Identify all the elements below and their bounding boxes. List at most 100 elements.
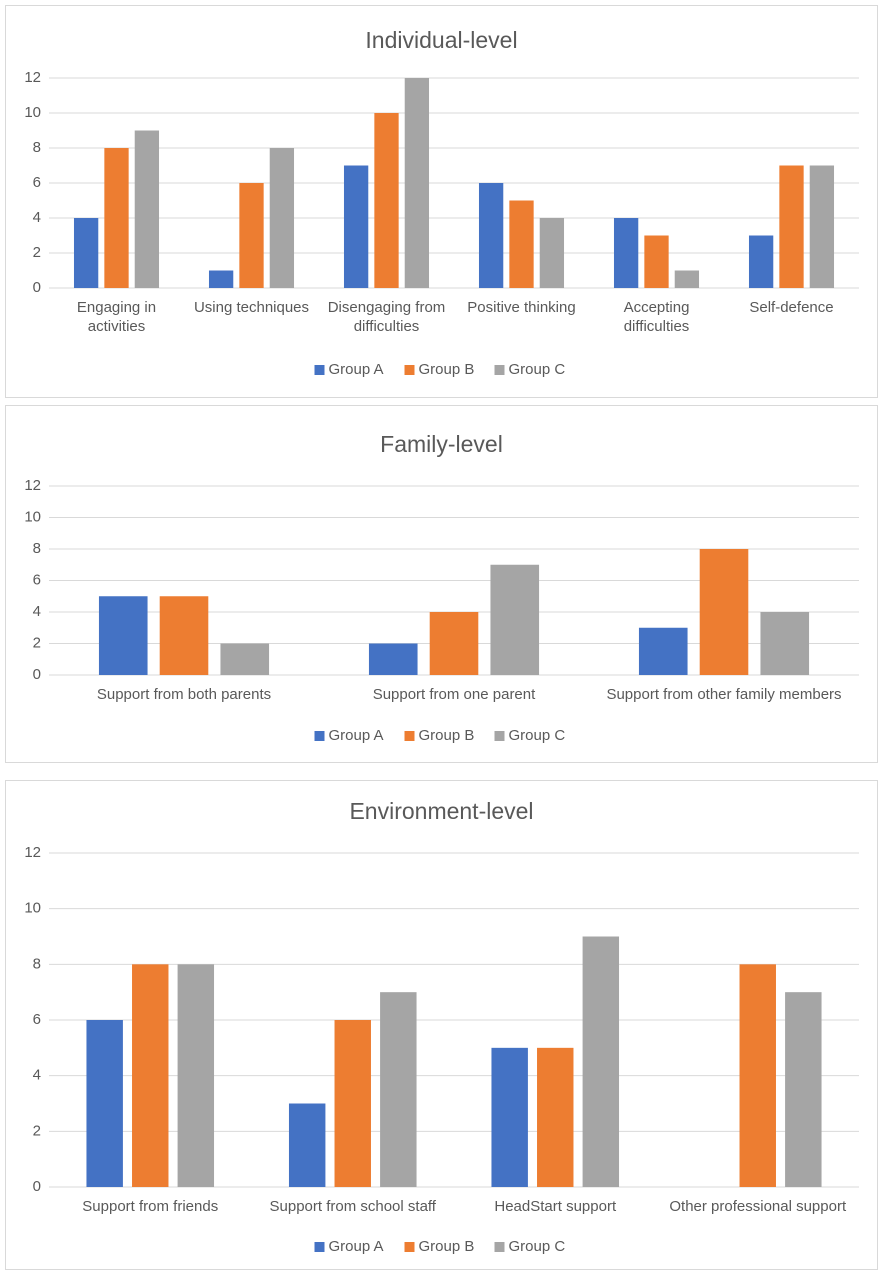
y-tick-label: 8	[33, 955, 41, 972]
legend-label: Group C	[509, 361, 566, 378]
y-tick-label: 2	[33, 634, 41, 651]
bar	[104, 148, 129, 288]
y-tick-label: 4	[33, 1067, 41, 1084]
bar	[269, 148, 295, 288]
bar	[582, 936, 620, 1187]
bar	[674, 270, 700, 288]
legend-label: Group A	[329, 727, 384, 744]
x-tick-label: Engaging in activities	[76, 299, 157, 335]
x-tick-label: Support from one parent	[372, 686, 536, 703]
y-tick-label: 6	[33, 571, 41, 588]
bar	[132, 964, 169, 1187]
y-tick-label: 12	[24, 844, 41, 861]
bar	[478, 183, 504, 288]
bar	[429, 612, 479, 675]
legend-swatch	[314, 1242, 325, 1252]
legend-swatch	[314, 365, 325, 375]
bar	[699, 549, 749, 675]
y-tick-label: 0	[33, 279, 41, 296]
bar	[490, 564, 540, 675]
bar	[491, 1047, 528, 1187]
y-tick-label: 0	[33, 666, 41, 683]
bar	[380, 992, 417, 1187]
legend-label: Group C	[509, 727, 566, 744]
legend-swatch	[494, 1242, 505, 1252]
legend-swatch	[404, 1242, 415, 1252]
x-tick-label: Support from friends	[82, 1198, 219, 1215]
bar	[334, 1020, 371, 1187]
bar	[220, 643, 270, 675]
bar	[779, 165, 804, 288]
bar	[739, 964, 776, 1187]
bar	[177, 964, 215, 1187]
bar	[374, 113, 399, 288]
x-tick-label: Disengaging from difficulties	[327, 299, 446, 335]
bar	[86, 1020, 123, 1187]
legend-label: Group C	[509, 1238, 566, 1255]
legend-label: Group A	[329, 361, 384, 378]
bar	[73, 218, 99, 288]
chart-panel: Individual-level 0 2 4 6 8 10 12 Group A Group B G…	[5, 5, 878, 398]
y-tick-label: 12	[24, 69, 41, 86]
legend-label: Group B	[419, 1238, 475, 1255]
bar	[537, 1047, 574, 1187]
y-tick-label: 2	[33, 1122, 41, 1139]
chart-title: Family-level	[380, 431, 503, 457]
y-tick-label: 12	[24, 477, 41, 494]
y-tick-label: 10	[24, 104, 41, 121]
y-tick-label: 2	[33, 244, 41, 261]
bar	[288, 1103, 326, 1187]
x-tick-label: Support from both parents	[96, 686, 272, 703]
bar	[134, 130, 160, 288]
legend-swatch	[404, 365, 415, 375]
bar	[98, 596, 148, 675]
bar	[368, 643, 418, 675]
bar	[760, 612, 810, 675]
bar	[239, 183, 264, 288]
legend-swatch	[404, 731, 415, 741]
legend-label: Group B	[419, 727, 475, 744]
legend-swatch	[314, 731, 325, 741]
bar	[509, 200, 534, 288]
bar	[208, 270, 234, 288]
chart: Family-level 0 2 4 6 8 10 12 Group A Group B Group…	[24, 431, 859, 744]
chart-panel: Environment-level 0 2 4 6 8 10 12 Group A Group B…	[5, 780, 878, 1270]
x-tick-label: Self-defence	[749, 299, 834, 316]
legend-swatch	[494, 365, 505, 375]
bar	[748, 235, 774, 288]
y-tick-label: 0	[33, 1178, 41, 1195]
bar	[638, 627, 688, 675]
bar	[644, 235, 669, 288]
bar	[613, 218, 639, 288]
bar	[404, 78, 430, 288]
x-tick-label: Using techniques	[193, 299, 310, 316]
bar	[539, 218, 565, 288]
bar	[343, 165, 369, 288]
bar	[785, 992, 822, 1187]
y-tick-label: 4	[33, 209, 41, 226]
legend-label: Group A	[329, 1238, 384, 1255]
y-tick-label: 4	[33, 603, 41, 620]
x-tick-label: Support from other family members	[606, 686, 842, 703]
chart-title: Environment-level	[349, 798, 533, 824]
bar	[159, 596, 209, 675]
legend-label: Group B	[419, 361, 475, 378]
y-tick-label: 6	[33, 1011, 41, 1028]
y-tick-label: 8	[33, 540, 41, 557]
chart: Individual-level 0 2 4 6 8 10 12 Group A Group B G…	[24, 27, 859, 378]
y-tick-label: 10	[24, 900, 41, 917]
x-tick-label: Other professional support	[669, 1198, 847, 1215]
chart-title: Individual-level	[365, 27, 517, 53]
legend-swatch	[494, 731, 505, 741]
chart-panel: Family-level 0 2 4 6 8 10 12 Group A Group B Group…	[5, 405, 878, 763]
x-tick-label: Accepting difficulties	[623, 299, 690, 335]
chart: Environment-level 0 2 4 6 8 10 12 Group A Group B…	[24, 798, 859, 1255]
bar	[809, 165, 835, 288]
y-tick-label: 8	[33, 139, 41, 156]
y-tick-label: 10	[24, 508, 41, 525]
x-tick-label: Positive thinking	[467, 299, 576, 316]
x-tick-label: HeadStart support	[494, 1198, 617, 1215]
y-tick-label: 6	[33, 174, 41, 191]
x-tick-label: Support from school staff	[269, 1198, 436, 1215]
